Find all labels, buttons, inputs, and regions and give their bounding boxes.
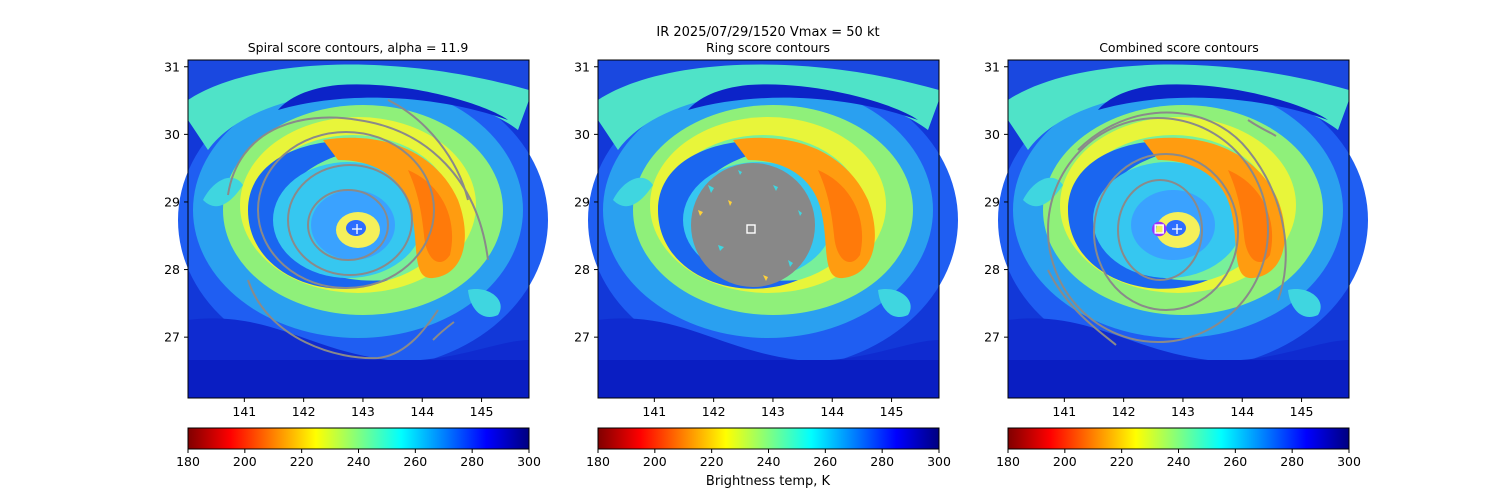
- y-tick-label: 28: [574, 262, 590, 277]
- colorbar-gradient: [1007, 427, 1350, 450]
- x-tick-label: 144: [1230, 404, 1254, 419]
- y-tick-label: 30: [574, 127, 590, 142]
- y-tick-label: 29: [984, 194, 1000, 209]
- colorbar-tick-label: 200: [643, 454, 667, 469]
- panel-spiral-title: Spiral score contours, alpha = 11.9: [248, 40, 469, 55]
- colorbar-tick-label: 280: [460, 454, 484, 469]
- axes-frame: [187, 59, 530, 399]
- panel-spiral: Spiral score contours, alpha = 11.9 141 1…: [164, 40, 548, 419]
- colorbar-tick-label: 300: [517, 454, 541, 469]
- y-tick-label: 29: [164, 194, 180, 209]
- center-square-marker: [1154, 224, 1164, 234]
- ir-image: [178, 60, 548, 398]
- colorbar-tick-label: 300: [1337, 454, 1361, 469]
- y-tick-label: 29: [574, 194, 590, 209]
- axes-frame: [1007, 59, 1350, 399]
- y-tick-label: 31: [984, 59, 1000, 74]
- center-square-marker: [746, 224, 756, 234]
- colorbar-tick-label: 300: [927, 454, 951, 469]
- colorbar: 180 200 220 240 260 280 300: [996, 427, 1361, 469]
- colorbar-tick-label: 180: [586, 454, 610, 469]
- colorbar-tick-label: 220: [290, 454, 314, 469]
- colorbar-tick-label: 200: [233, 454, 257, 469]
- colorbar-tick-label: 280: [1280, 454, 1304, 469]
- panel-ring: Ring score contours 141 142 143 144 145 27 28…: [574, 40, 958, 419]
- panel-combined-title: Combined score contours: [1099, 40, 1259, 55]
- colorbar-tick-label: 180: [996, 454, 1020, 469]
- colorbar-tick-label: 180: [176, 454, 200, 469]
- y-tick-label: 30: [164, 127, 180, 142]
- colorbar-tick-label: 260: [1223, 454, 1247, 469]
- colorbar-gradient: [597, 427, 940, 450]
- combined-contours: [1047, 111, 1287, 346]
- center-circle-marker: [1151, 221, 1167, 237]
- colorbar-tick-label: 220: [700, 454, 724, 469]
- colorbar: 180 200 220 240 260 280 300: [586, 427, 951, 469]
- x-tick-label: 144: [410, 404, 434, 419]
- figure-suptitle: IR 2025/07/29/1520 Vmax = 50 kt: [656, 25, 879, 40]
- y-tick-label: 27: [984, 330, 1000, 345]
- x-tick-label: 142: [1112, 404, 1136, 419]
- y-tick-label: 31: [574, 59, 590, 74]
- colorbar-tick-label: 260: [813, 454, 837, 469]
- panel-combined: Combined score contours 141 142 143 144 145 …: [984, 40, 1368, 419]
- x-tick-label: 143: [1171, 404, 1195, 419]
- colorbar-tick-label: 200: [1053, 454, 1077, 469]
- x-tick-label: 141: [1052, 404, 1076, 419]
- x-tick-label: 142: [292, 404, 316, 419]
- colorbar-label: Brightness temp, K: [706, 474, 831, 489]
- x-tick-label: 145: [470, 404, 494, 419]
- colorbar-gradient: [187, 427, 530, 450]
- colorbar: 180 200 220 240 260 280 300: [176, 427, 541, 469]
- x-tick-label: 144: [820, 404, 844, 419]
- spiral-contours: [227, 99, 489, 360]
- axes-frame: [597, 59, 940, 399]
- marker-layer: [1151, 221, 1183, 237]
- y-tick-label: 27: [164, 330, 180, 345]
- y-tick-label: 30: [984, 127, 1000, 142]
- y-tick-label: 27: [574, 330, 590, 345]
- colorbar-tick-label: 220: [1110, 454, 1134, 469]
- x-tick-label: 143: [761, 404, 785, 419]
- y-tick-label: 28: [164, 262, 180, 277]
- x-tick-label: 142: [702, 404, 726, 419]
- ir-image: [998, 60, 1368, 398]
- center-plus-marker: [1172, 224, 1183, 234]
- marker-layer: [352, 224, 363, 234]
- x-tick-label: 143: [351, 404, 375, 419]
- colorbar-tick-label: 240: [757, 454, 781, 469]
- colorbar-tick-label: 280: [870, 454, 894, 469]
- x-tick-label: 145: [880, 404, 904, 419]
- x-tick-label: 141: [642, 404, 666, 419]
- colorbar-tick-label: 240: [347, 454, 371, 469]
- x-tick-label: 141: [232, 404, 256, 419]
- panel-ring-title: Ring score contours: [706, 40, 830, 55]
- y-tick-label: 31: [164, 59, 180, 74]
- colorbar-tick-label: 260: [403, 454, 427, 469]
- y-tick-label: 28: [984, 262, 1000, 277]
- marker-layer: [746, 224, 756, 234]
- colorbar-tick-label: 240: [1167, 454, 1191, 469]
- x-tick-label: 145: [1290, 404, 1314, 419]
- center-plus-marker: [352, 224, 363, 234]
